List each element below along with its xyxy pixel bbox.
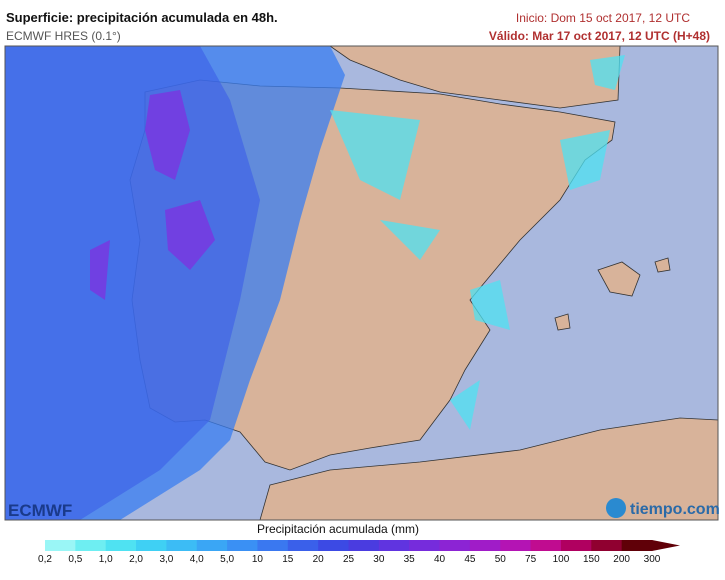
colorbar-tick-label: 200 — [613, 554, 630, 565]
colorbar-tick-label: 45 — [464, 554, 476, 565]
colorbar-swatch — [439, 540, 471, 551]
colorbar-swatch — [591, 540, 623, 551]
colorbar-tick-label: 15 — [282, 554, 294, 565]
colorbar-tick-label: 300 — [644, 554, 661, 565]
map-frame — [4, 45, 719, 521]
colorbar-swatch — [136, 540, 167, 551]
legend-title-box — [255, 521, 421, 537]
legend-title: Precipitación acumulada (mm) — [257, 522, 419, 536]
valid-time: Válido: Mar 17 oct 2017, 12 UTC (H+48) — [489, 29, 710, 43]
colorbar-tick-label: 40 — [434, 554, 446, 565]
colorbar-swatch — [348, 540, 380, 551]
rain-max — [90, 90, 215, 300]
colorbar-swatch — [257, 540, 289, 551]
colorbar-tick-label: 35 — [404, 554, 416, 565]
colorbar-tick-label: 100 — [553, 554, 570, 565]
init-time: Inicio: Dom 15 oct 2017, 12 UTC — [516, 11, 690, 25]
colorbar-tick-label: 0,5 — [68, 554, 82, 565]
colorbar-tick-label: 150 — [583, 554, 600, 565]
colorbar-swatch — [409, 540, 441, 551]
ecmwf-logo: ECMWF — [8, 501, 72, 520]
colorbar-tick-label: 3,0 — [159, 554, 173, 565]
map — [4, 45, 719, 521]
model: ECMWF HRES (0.1°) — [6, 29, 121, 43]
title: Superficie: precipitación acumulada en 4… — [6, 10, 278, 25]
colorbar-tick-label: 0,2 — [38, 554, 52, 565]
colorbar-tick-label: 50 — [495, 554, 507, 565]
colorbar-swatch — [378, 540, 410, 551]
colorbar-tick-label: 1,0 — [99, 554, 113, 565]
colorbar-tick-label: 5,0 — [220, 554, 234, 565]
colorbar-tick-label: 20 — [313, 554, 325, 565]
colorbar-arrow — [652, 540, 680, 551]
colorbar-swatch — [530, 540, 562, 551]
tiempo-logo: tiempo.com — [630, 501, 720, 518]
colorbar-swatch — [196, 540, 228, 551]
colorbar-swatch — [227, 540, 258, 551]
rain-heavy — [5, 46, 260, 520]
colorbar-swatch — [500, 540, 532, 551]
colorbar: 0,2 0,5 1,0 2,0 3,0 4,0 5,0 10 15 20 25 30 35 40 45 50 7… — [38, 540, 680, 565]
colorbar-tick-label: 75 — [525, 554, 537, 565]
colorbar-swatch — [318, 540, 349, 551]
colorbar-swatch — [166, 540, 198, 551]
colorbar-tick-label: 4,0 — [190, 554, 204, 565]
colorbar-swatch — [469, 540, 501, 551]
colorbar-swatch — [75, 540, 107, 551]
colorbar-tick-label: 10 — [252, 554, 264, 565]
colorbar-swatch — [45, 540, 76, 551]
colorbar-swatch — [560, 540, 592, 551]
colorbar-tick-label: 2,0 — [129, 554, 143, 565]
balearics — [554, 257, 671, 331]
rain-scattered — [330, 55, 625, 430]
colorbar-swatch — [621, 540, 653, 551]
colorbar-swatch — [105, 540, 137, 551]
tiempo-icon — [606, 498, 626, 518]
colorbar-tick-label: 30 — [373, 554, 385, 565]
colorbar-swatch — [287, 540, 319, 551]
colorbar-tick-label: 25 — [343, 554, 355, 565]
